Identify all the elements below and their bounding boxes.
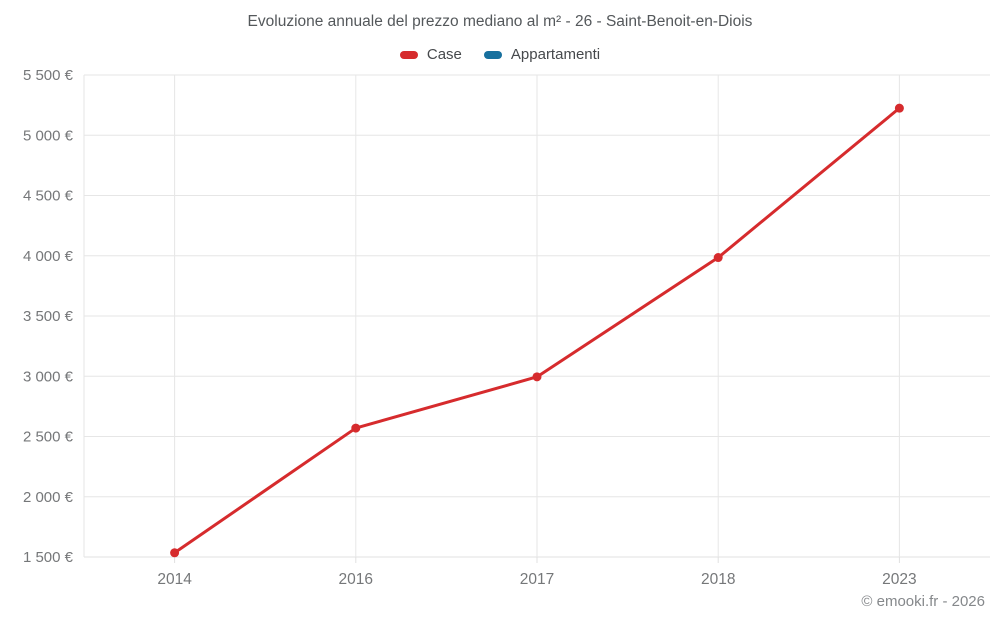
y-tick-label: 5 500 € (23, 67, 74, 84)
legend-label-appartamenti: Appartamenti (510, 46, 601, 63)
y-tick-label: 1 500 € (23, 549, 74, 566)
data-point-2016-case[interactable] (351, 423, 361, 433)
x-tick-label-2018: 2018 (701, 571, 735, 588)
x-tick-label-2023: 2023 (882, 571, 916, 588)
data-point-2023-case[interactable] (894, 103, 904, 113)
y-tick-label: 3 000 € (23, 368, 74, 385)
y-tick-label: 4 500 € (23, 188, 74, 205)
y-tick-label: 4 000 € (23, 248, 74, 265)
data-point-2017-case[interactable] (532, 372, 542, 382)
legend-item-case[interactable]: Case (399, 46, 462, 63)
x-tick-label-2016: 2016 (339, 571, 373, 588)
x-tick-label-2017: 2017 (520, 571, 554, 588)
legend-swatch-case (399, 50, 418, 59)
data-point-2014-case[interactable] (170, 548, 180, 558)
legend-label-case: Case (426, 46, 462, 63)
x-tick-label-2014: 2014 (157, 571, 192, 588)
legend-swatch-appartamenti (483, 50, 502, 59)
chart-title: Evoluzione annuale del prezzo mediano al… (247, 13, 753, 30)
y-tick-label: 2 500 € (23, 429, 74, 446)
legend-item-appartamenti[interactable]: Appartamenti (483, 46, 601, 63)
y-tick-label: 5 000 € (23, 127, 74, 144)
attribution: © emooki.fr - 2026 (861, 593, 985, 610)
y-tick-label: 3 500 € (23, 308, 74, 325)
y-tick-label: 2 000 € (23, 489, 74, 506)
chart-legend: Case Appartamenti (0, 46, 1000, 63)
data-point-2018-case[interactable] (713, 253, 723, 263)
